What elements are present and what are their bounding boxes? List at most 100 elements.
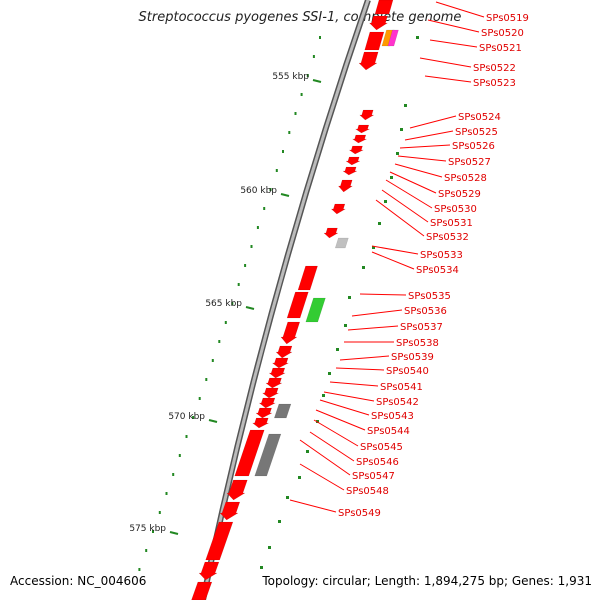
- gene-label: SPs0545: [360, 442, 403, 453]
- topology-text: Topology: circular; Length: 1,894,275 bp…: [262, 574, 592, 588]
- accession-text: Accession: NC_004606: [10, 574, 147, 588]
- gene-feature: [261, 387, 279, 399]
- gene-feature: [198, 561, 220, 581]
- gene-leader-line: [309, 431, 355, 462]
- gene-label: SPs0526: [452, 141, 495, 152]
- gene-feature: [280, 321, 301, 345]
- gene-leader-line: [381, 189, 429, 223]
- minor-tick: [306, 74, 309, 77]
- gene-label: SPs0548: [346, 486, 389, 497]
- track-dot: [362, 266, 365, 269]
- major-tick: [169, 531, 179, 535]
- gene-label: SPs0523: [473, 78, 516, 89]
- minor-tick: [185, 435, 188, 438]
- track-dot: [260, 566, 263, 569]
- gene-feature: [368, 15, 389, 31]
- track-dot: [384, 200, 387, 203]
- gene-label: SPs0544: [367, 426, 410, 437]
- gene-feature: [342, 166, 358, 176]
- gene-leader-line: [359, 293, 407, 296]
- gene-leader-line: [375, 199, 425, 237]
- gene-feature: [348, 145, 364, 155]
- gene-feature: [364, 31, 385, 51]
- track-dot: [416, 36, 419, 39]
- minor-tick: [145, 549, 148, 552]
- track-dot: [404, 104, 407, 107]
- gene-label: SPs0529: [438, 189, 481, 200]
- minor-tick: [312, 55, 315, 58]
- gene-label: SPs0543: [371, 411, 414, 422]
- gene-feature: [265, 377, 283, 389]
- gene-feature: [251, 417, 269, 429]
- track-dot: [396, 152, 399, 155]
- gene-leader-line: [389, 171, 437, 194]
- gene-features: [191, 0, 419, 600]
- gene-leader-line: [419, 57, 472, 68]
- gene-label: SPs0527: [448, 157, 491, 168]
- track-dot: [278, 520, 281, 523]
- gene-label: SPs0522: [473, 63, 516, 74]
- gene-leader-line: [323, 391, 375, 402]
- gene-feature-pseudo: [334, 237, 349, 249]
- minor-tick: [198, 397, 201, 400]
- gene-feature-magenta: [387, 29, 399, 47]
- gene-leader-line: [399, 144, 451, 149]
- gene-label: SPs0520: [481, 28, 524, 39]
- gene-label: SPs0547: [352, 471, 395, 482]
- gene-feature: [275, 345, 293, 359]
- gene-feature: [271, 357, 289, 369]
- gene-feature: [219, 501, 241, 521]
- rna-feature: [305, 297, 326, 323]
- minor-tick: [172, 473, 175, 476]
- gene-label: SPs0542: [376, 397, 419, 408]
- minor-tick: [269, 188, 272, 191]
- gene-label: SPs0525: [455, 127, 498, 138]
- gene-leader-line: [351, 309, 403, 317]
- track-dot: [390, 176, 393, 179]
- gene-feature: [286, 291, 309, 319]
- track-dot: [306, 450, 309, 453]
- minor-tick: [282, 150, 284, 153]
- gene-label: SPs0536: [404, 306, 447, 317]
- gene-label: SPs0528: [444, 173, 487, 184]
- gene-feature: [258, 397, 276, 409]
- minor-tick: [288, 131, 291, 134]
- minor-tick: [152, 530, 154, 533]
- minor-tick: [224, 321, 227, 324]
- major-tick: [312, 79, 322, 83]
- gene-label: SPs0539: [391, 352, 434, 363]
- gene-label: SPs0524: [458, 112, 501, 123]
- gene-leader-line: [394, 163, 443, 178]
- gene-label: SPs0535: [408, 291, 451, 302]
- track-dot: [298, 476, 301, 479]
- gene-leader-line: [397, 155, 447, 162]
- minor-tick: [244, 264, 247, 267]
- gene-leader-line: [299, 439, 351, 476]
- gene-feature: [374, 0, 394, 15]
- track-dot: [322, 394, 325, 397]
- minor-tick: [231, 302, 234, 305]
- gene-feature: [255, 407, 273, 419]
- gene-leader-line: [427, 19, 480, 33]
- track-dot: [336, 348, 339, 351]
- gene-feature: [191, 581, 213, 600]
- minor-tick: [138, 568, 141, 571]
- track-dot: [400, 128, 403, 131]
- gene-feature: [297, 265, 318, 291]
- gene-leader-line: [409, 115, 457, 129]
- gene-feature: [330, 203, 347, 215]
- major-tick: [245, 306, 255, 310]
- track-dot: [328, 372, 331, 375]
- gene-leader-line: [315, 409, 366, 431]
- tick-label: 555 kbp: [272, 72, 309, 82]
- gene-label: SPs0540: [386, 366, 429, 377]
- minor-tick: [218, 340, 221, 343]
- track-dot: [268, 546, 271, 549]
- gene-feature: [323, 227, 339, 239]
- major-tick: [280, 193, 290, 197]
- track-dot: [372, 246, 375, 249]
- gene-leader-line: [335, 367, 385, 371]
- minor-tick: [192, 416, 195, 419]
